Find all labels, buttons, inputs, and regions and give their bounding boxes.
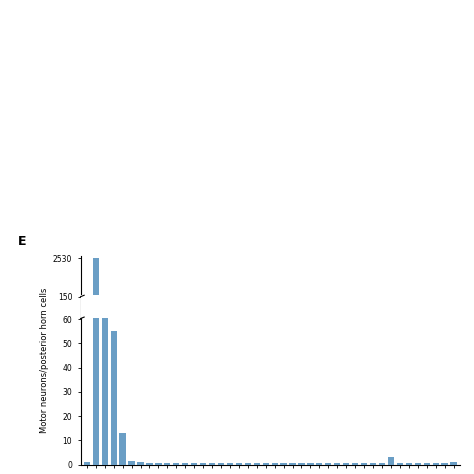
- Bar: [245, 463, 251, 465]
- Bar: [164, 463, 171, 465]
- Bar: [352, 463, 358, 465]
- Bar: [101, 295, 108, 465]
- Bar: [290, 463, 296, 465]
- Bar: [110, 331, 117, 465]
- Bar: [406, 463, 412, 465]
- Bar: [307, 463, 314, 465]
- Bar: [432, 463, 439, 465]
- Bar: [325, 463, 331, 465]
- Bar: [379, 463, 385, 465]
- Bar: [298, 463, 305, 465]
- Text: E: E: [18, 235, 27, 247]
- Bar: [81, 295, 460, 318]
- Bar: [236, 463, 242, 465]
- Bar: [146, 463, 153, 465]
- Bar: [218, 463, 224, 465]
- Bar: [128, 461, 135, 465]
- Bar: [92, 258, 99, 465]
- Bar: [450, 462, 456, 465]
- Bar: [200, 463, 206, 465]
- Bar: [397, 463, 403, 465]
- Bar: [370, 463, 376, 465]
- Bar: [84, 462, 90, 465]
- Bar: [173, 463, 179, 465]
- Bar: [155, 463, 162, 465]
- Bar: [263, 463, 269, 465]
- Bar: [209, 463, 215, 465]
- Bar: [343, 463, 349, 465]
- Bar: [191, 463, 197, 465]
- Y-axis label: Motor neurons/posterior horn cells: Motor neurons/posterior horn cells: [40, 288, 49, 433]
- Bar: [119, 433, 126, 465]
- Bar: [227, 463, 233, 465]
- Bar: [361, 463, 367, 465]
- Bar: [388, 457, 394, 465]
- Bar: [137, 462, 144, 465]
- Bar: [254, 463, 260, 465]
- Bar: [415, 463, 421, 465]
- Bar: [316, 463, 322, 465]
- Bar: [334, 463, 340, 465]
- Bar: [281, 463, 287, 465]
- Bar: [182, 463, 188, 465]
- Bar: [441, 463, 448, 465]
- Bar: [424, 463, 430, 465]
- Bar: [272, 463, 278, 465]
